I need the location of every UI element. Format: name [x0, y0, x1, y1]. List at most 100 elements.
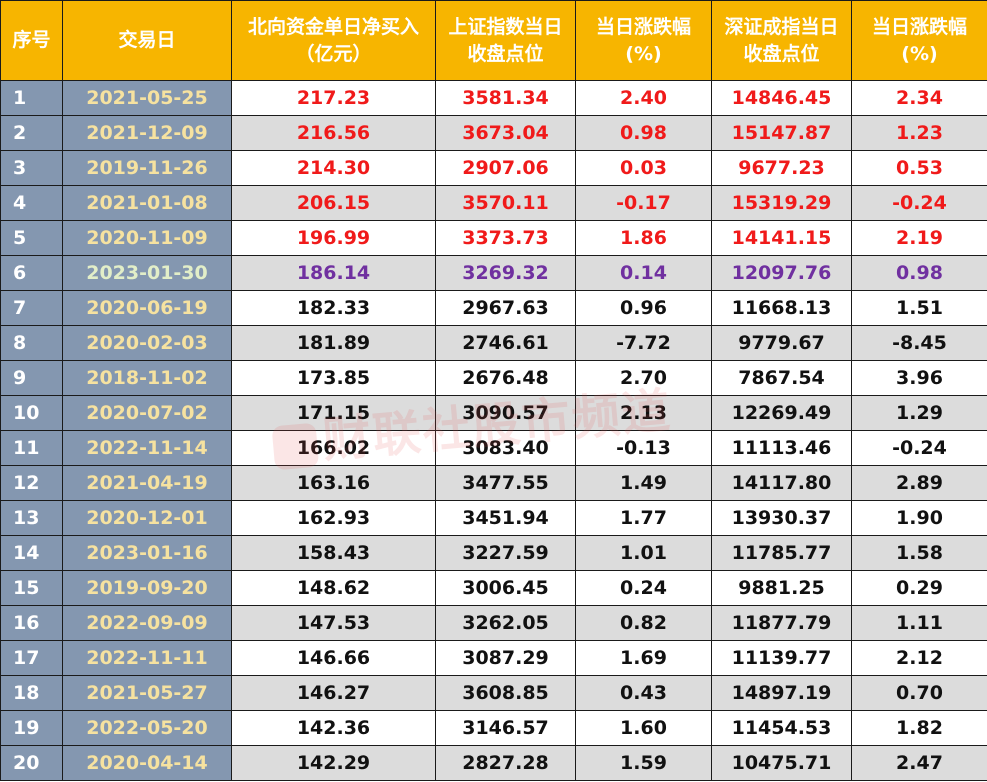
table-row: 18 2021-05-27 146.27 3608.85 0.43 14897.19 0.7… [0, 675, 987, 711]
cell-net-buy: 142.29 [231, 745, 436, 781]
table-row: 20 2020-04-14 142.29 2827.28 1.59 10475.71 2.4… [0, 745, 987, 781]
cell-sh-change: 2.40 [575, 80, 712, 116]
cell-index: 18 [0, 675, 63, 711]
cell-sh-change: 1.60 [575, 710, 712, 746]
cell-trade-date: 2021-04-19 [62, 465, 232, 501]
cell-index: 17 [0, 640, 63, 676]
header-index-line: 序号 [12, 29, 51, 51]
cell-index: 14 [0, 535, 63, 571]
cell-sz-change: 1.11 [851, 605, 987, 641]
header-trade-date: 交易日 [62, 0, 232, 81]
table-row: 8 2020-02-03 181.89 2746.61 -7.72 9779.67 -8.4… [0, 325, 987, 361]
cell-sz-close: 15147.87 [711, 115, 852, 151]
cell-sz-close: 12097.76 [711, 255, 852, 291]
cell-sh-close: 2907.06 [435, 150, 576, 186]
cell-sz-change: 2.19 [851, 220, 987, 256]
cell-index: 12 [0, 465, 63, 501]
cell-sh-change: 0.43 [575, 675, 712, 711]
cell-sz-close: 9677.23 [711, 150, 852, 186]
cell-index: 15 [0, 570, 63, 606]
cell-sh-change: 0.24 [575, 570, 712, 606]
cell-sz-close: 11668.13 [711, 290, 852, 326]
cell-sz-close: 9881.25 [711, 570, 852, 606]
cell-sz-close: 11785.77 [711, 535, 852, 571]
cell-net-buy: 196.99 [231, 220, 436, 256]
cell-sh-close: 3090.57 [435, 395, 576, 431]
header-sh-close-line: 收盘点位 [467, 42, 544, 65]
cell-sh-change: 0.98 [575, 115, 712, 151]
cell-sz-close: 11877.79 [711, 605, 852, 641]
table-row: 9 2018-11-02 173.85 2676.48 2.70 7867.54 3.96 [0, 360, 987, 396]
cell-net-buy: 162.93 [231, 500, 436, 536]
cell-sh-change: 2.70 [575, 360, 712, 396]
cell-index: 16 [0, 605, 63, 641]
table-row: 14 2023-01-16 158.43 3227.59 1.01 11785.77 1.5… [0, 535, 987, 571]
cell-sz-change: 1.58 [851, 535, 987, 571]
cell-net-buy: 181.89 [231, 325, 436, 361]
cell-sz-change: -0.24 [851, 430, 987, 466]
cell-sz-change: 0.53 [851, 150, 987, 186]
cell-net-buy: 163.16 [231, 465, 436, 501]
cell-sh-change: 1.01 [575, 535, 712, 571]
cell-sh-change: 0.96 [575, 290, 712, 326]
header-net-buy-line: 北向资金单日净买入 [247, 15, 419, 38]
cell-sz-change: -0.24 [851, 185, 987, 221]
cell-net-buy: 147.53 [231, 605, 436, 641]
cell-net-buy: 166.02 [231, 430, 436, 466]
cell-sh-change: 0.03 [575, 150, 712, 186]
cell-sh-change: 1.49 [575, 465, 712, 501]
cell-trade-date: 2020-11-09 [62, 220, 232, 256]
cell-net-buy: 171.15 [231, 395, 436, 431]
cell-net-buy: 186.14 [231, 255, 436, 291]
cell-index: 9 [0, 360, 63, 396]
cell-sz-close: 9779.67 [711, 325, 852, 361]
table-row: 19 2022-05-20 142.36 3146.57 1.60 11454.53 1.8… [0, 710, 987, 746]
cell-index: 8 [0, 325, 63, 361]
header-net-buy: 北向资金单日净买入 （亿元） [231, 0, 436, 81]
cell-sh-change: 1.59 [575, 745, 712, 781]
cell-trade-date: 2020-02-03 [62, 325, 232, 361]
header-sh-close-line: 上证指数当日 [448, 15, 563, 38]
cell-trade-date: 2022-11-11 [62, 640, 232, 676]
cell-index: 3 [0, 150, 63, 186]
cell-index: 11 [0, 430, 63, 466]
header-sh-close: 上证指数当日 收盘点位 [435, 0, 576, 81]
cell-sz-close: 11454.53 [711, 710, 852, 746]
cell-sh-close: 3673.04 [435, 115, 576, 151]
cell-sh-change: 2.13 [575, 395, 712, 431]
cell-index: 7 [0, 290, 63, 326]
cell-sh-close: 3146.57 [435, 710, 576, 746]
cell-net-buy: 182.33 [231, 290, 436, 326]
header-sz-close-line: 深证成指当日 [724, 15, 839, 38]
cell-trade-date: 2020-12-01 [62, 500, 232, 536]
cell-sz-change: 1.51 [851, 290, 987, 326]
table-row: 15 2019-09-20 148.62 3006.45 0.24 9881.25 0.29 [0, 570, 987, 606]
table-row: 2 2021-12-09 216.56 3673.04 0.98 15147.87 1.23 [0, 115, 987, 151]
cell-sz-change: 2.47 [851, 745, 987, 781]
cell-index: 20 [0, 745, 63, 781]
table-row: 5 2020-11-09 196.99 3373.73 1.86 14141.15 2.19 [0, 220, 987, 256]
table-row: 7 2020-06-19 182.33 2967.63 0.96 11668.13 1.51 [0, 290, 987, 326]
cell-sz-change: 2.34 [851, 80, 987, 116]
header-sz-close: 深证成指当日 收盘点位 [711, 0, 852, 81]
cell-trade-date: 2022-09-09 [62, 605, 232, 641]
cell-sh-close: 2746.61 [435, 325, 576, 361]
cell-sz-change: 2.89 [851, 465, 987, 501]
header-sz-change-line: (%) [901, 42, 938, 65]
cell-sz-close: 13930.37 [711, 500, 852, 536]
cell-sz-close: 14117.80 [711, 465, 852, 501]
cell-sh-close: 3087.29 [435, 640, 576, 676]
cell-sh-close: 2967.63 [435, 290, 576, 326]
cell-sh-change: 0.14 [575, 255, 712, 291]
cell-index: 19 [0, 710, 63, 746]
table-row: 11 2022-11-14 166.02 3083.40 -0.13 11113.46 -0… [0, 430, 987, 466]
table-row: 17 2022-11-11 146.66 3087.29 1.69 11139.77 2.1… [0, 640, 987, 676]
header-sh-change-line: 当日涨跌幅 [595, 15, 691, 38]
table-row: 1 2021-05-25 217.23 3581.34 2.40 14846.45 2.34 [0, 80, 987, 116]
cell-trade-date: 2018-11-02 [62, 360, 232, 396]
cell-sh-change: -7.72 [575, 325, 712, 361]
cell-net-buy: 158.43 [231, 535, 436, 571]
table-row: 12 2021-04-19 163.16 3477.55 1.49 14117.80 2.8… [0, 465, 987, 501]
cell-sh-close: 3083.40 [435, 430, 576, 466]
